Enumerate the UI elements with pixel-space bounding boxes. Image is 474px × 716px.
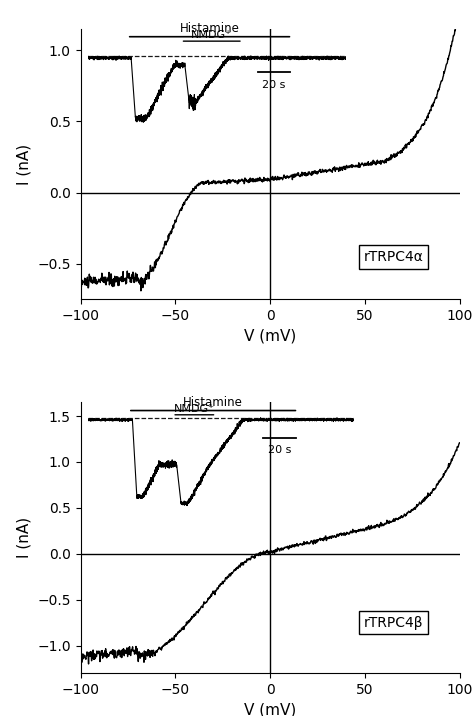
X-axis label: V (mV): V (mV): [244, 329, 296, 344]
Text: rTRPC4α: rTRPC4α: [364, 250, 423, 263]
Y-axis label: I (nA): I (nA): [17, 517, 32, 558]
X-axis label: V (mV): V (mV): [244, 702, 296, 716]
Text: rTRPC4β: rTRPC4β: [364, 616, 423, 629]
Y-axis label: I (nA): I (nA): [17, 143, 32, 185]
